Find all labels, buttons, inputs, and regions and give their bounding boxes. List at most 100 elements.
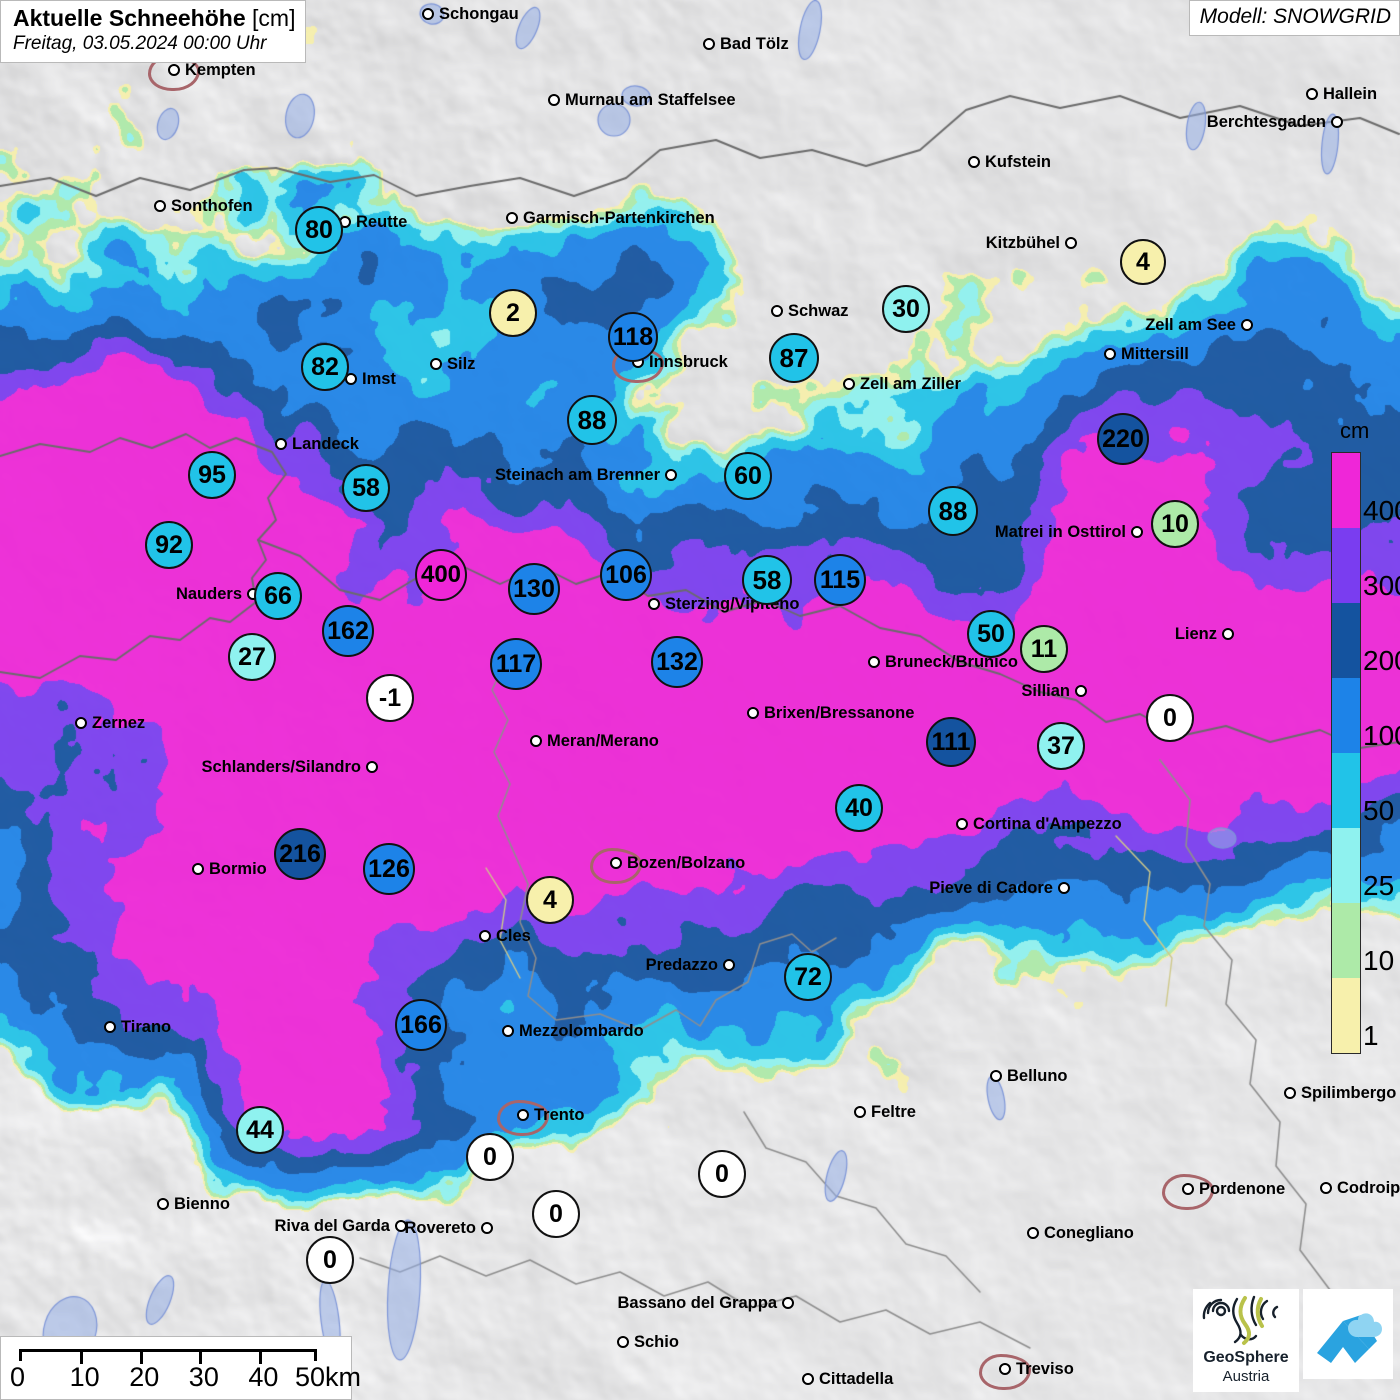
station-value-marker[interactable]: 0 [1146, 694, 1194, 742]
station-value-marker[interactable]: 132 [651, 636, 703, 688]
station-value-marker[interactable]: 166 [395, 999, 447, 1051]
city-label: Reutte [356, 213, 408, 231]
legend-tick-300: 300 [1363, 570, 1400, 601]
title-unit-text: [cm] [252, 5, 296, 31]
title-main-text: Aktuelle Schneehöhe [13, 5, 246, 31]
station-value-marker[interactable]: 106 [600, 549, 652, 601]
scale-label-0: 0 [10, 1362, 26, 1392]
station-value-marker[interactable]: 118 [608, 312, 658, 362]
city-label: Kempten [185, 61, 256, 79]
city-dot-icon [968, 156, 980, 168]
station-value-marker[interactable]: 88 [928, 486, 978, 536]
station-value-marker[interactable]: 50 [967, 610, 1015, 658]
city-dot-icon [1320, 1182, 1332, 1194]
mountain-cloud-logo [1303, 1289, 1393, 1379]
station-value-marker[interactable]: 216 [274, 828, 326, 880]
station-value-marker[interactable]: 88 [567, 395, 617, 445]
city-dot-icon [1065, 237, 1077, 249]
city-dot-icon [747, 707, 759, 719]
city-dot-icon [990, 1070, 1002, 1082]
model-panel: Modell: SNOWGRID [1188, 0, 1400, 36]
station-value-marker[interactable]: 0 [306, 1236, 354, 1284]
scale-label-2: 20 [129, 1362, 160, 1392]
station-value-marker[interactable]: 11 [1020, 625, 1068, 673]
station-value-marker[interactable]: 72 [784, 953, 832, 1001]
city-label: Brixen/Bressanone [764, 704, 915, 722]
station-value-marker[interactable]: 117 [490, 638, 542, 690]
city-label: Belluno [1007, 1067, 1068, 1085]
legend-tick-10: 10 [1363, 945, 1395, 976]
city-label: Feltre [871, 1103, 916, 1121]
station-value-marker[interactable]: 220 [1097, 413, 1149, 465]
station-value-marker[interactable]: 4 [1120, 239, 1166, 285]
city-dot-icon [506, 212, 518, 224]
station-value-marker[interactable]: 95 [188, 451, 236, 499]
station-value-marker[interactable]: 66 [254, 572, 302, 620]
scale-bar-rule [19, 1349, 317, 1364]
city-dot-icon [665, 469, 677, 481]
legend-band-400 [1332, 453, 1360, 528]
scale-label-4: 40 [248, 1362, 279, 1392]
city-label: Bassano del Grappa [617, 1294, 777, 1312]
station-value-marker[interactable]: 130 [508, 563, 560, 615]
station-value-marker[interactable]: 40 [835, 784, 883, 832]
city-label: Conegliano [1044, 1224, 1134, 1242]
urban-area-outline [590, 848, 642, 884]
station-value-marker[interactable]: 44 [236, 1106, 284, 1154]
geosphere-wordmark-line2: Austria [1222, 1368, 1270, 1385]
city-dot-icon [168, 64, 180, 76]
city-label: Cles [496, 927, 531, 945]
city-label: Berchtesgaden [1206, 113, 1326, 131]
station-value-marker[interactable]: 126 [363, 843, 415, 895]
station-value-marker[interactable]: 111 [926, 717, 976, 767]
station-value-marker[interactable]: 10 [1151, 500, 1199, 548]
station-value-marker[interactable]: 27 [228, 633, 276, 681]
city-label: Predazzo [645, 956, 718, 974]
station-value-marker[interactable]: -1 [366, 674, 414, 722]
city-label: Sonthofen [171, 197, 253, 215]
legend-tick-50: 50 [1363, 795, 1395, 826]
city-dot-icon [648, 598, 660, 610]
city-dot-icon [703, 38, 715, 50]
city-label: Treviso [1016, 1360, 1074, 1378]
station-value-marker[interactable]: 58 [342, 464, 390, 512]
station-value-marker[interactable]: 4 [526, 876, 574, 924]
station-value-marker[interactable]: 58 [742, 555, 792, 605]
color-legend[interactable] [1331, 452, 1361, 1054]
station-value-marker[interactable]: 0 [466, 1133, 514, 1181]
city-dot-icon [723, 959, 735, 971]
city-label: Matrei in Osttirol [994, 523, 1126, 541]
city-dot-icon [610, 857, 622, 869]
city-dot-icon [430, 358, 442, 370]
legend-tick-100: 100 [1363, 720, 1400, 751]
legend-unit-label: cm [1340, 418, 1370, 443]
station-value-marker[interactable]: 162 [322, 605, 374, 657]
station-value-marker[interactable]: 92 [145, 521, 193, 569]
city-dot-icon [1131, 526, 1143, 538]
station-value-marker[interactable]: 0 [532, 1190, 580, 1238]
urban-area-outline [497, 1100, 549, 1136]
scale-label-3: 30 [188, 1362, 219, 1392]
city-dot-icon [1241, 319, 1253, 331]
scale-bar: 0 10 20 30 40 50km [0, 1336, 361, 1400]
city-label: Kitzbühel [985, 234, 1060, 252]
geosphere-austria-logo: GeoSphere Austria [1193, 1289, 1299, 1392]
station-value-marker[interactable]: 37 [1037, 722, 1085, 770]
city-label: Bozen/Bolzano [627, 854, 746, 872]
station-value-marker[interactable]: 60 [724, 452, 772, 500]
title-panel: Aktuelle Schneehöhe [cm] Freitag, 03.05.… [0, 0, 307, 63]
scale-label-5: 50km [295, 1362, 362, 1392]
urban-area-outline [1162, 1174, 1214, 1210]
station-value-marker[interactable]: 0 [698, 1150, 746, 1198]
station-value-marker[interactable]: 400 [415, 549, 467, 601]
geosphere-contour-mark [1202, 1295, 1279, 1345]
station-value-marker[interactable]: 115 [814, 554, 866, 606]
station-value-marker[interactable]: 30 [882, 285, 930, 333]
station-value-marker[interactable]: 87 [769, 333, 819, 383]
city-dot-icon [956, 818, 968, 830]
station-value-marker[interactable]: 82 [301, 343, 349, 391]
city-dot-icon [548, 94, 560, 106]
legend-band-25 [1332, 828, 1360, 903]
station-value-marker[interactable]: 80 [295, 206, 343, 254]
station-value-marker[interactable]: 2 [489, 289, 537, 337]
